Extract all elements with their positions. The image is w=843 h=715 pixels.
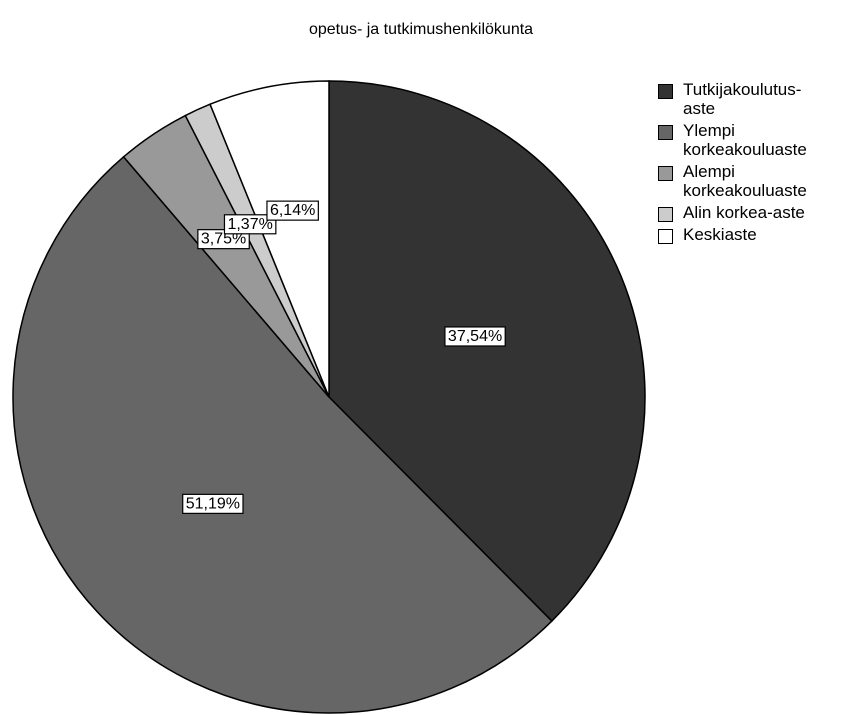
- legend-swatch: [658, 84, 673, 99]
- data-label: 51,19%: [186, 495, 240, 512]
- legend-label: Ylempi korkeakouluaste: [683, 121, 807, 159]
- legend: Tutkijakoulutus-aste Ylempi korkeakouluas…: [658, 80, 843, 247]
- data-label: 6,14%: [270, 202, 315, 219]
- legend-item: Keskiaste: [658, 225, 843, 244]
- pie-slice: [209, 80, 330, 398]
- data-label-box: [223, 214, 277, 235]
- legend-label: Alin korkea-aste: [683, 203, 805, 222]
- legend-swatch: [658, 229, 673, 244]
- legend-item: Alempi korkeakouluaste: [658, 162, 843, 200]
- pie-slice: [328, 80, 646, 623]
- legend-label: Tutkijakoulutus-aste: [683, 80, 802, 118]
- legend-item: Ylempi korkeakouluaste: [658, 121, 843, 159]
- data-label-box: [182, 493, 244, 514]
- legend-swatch: [658, 166, 673, 181]
- pie-slice: [12, 155, 553, 714]
- data-label: 1,37%: [227, 216, 272, 233]
- data-label-box: [444, 326, 506, 347]
- legend-item: Alin korkea-aste: [658, 203, 843, 222]
- chart-title: opetus- ja tutkimushenkilökunta: [309, 21, 533, 38]
- data-label-box: [266, 200, 319, 221]
- legend-swatch: [658, 207, 673, 222]
- legend-label: Alempi korkeakouluaste: [683, 162, 807, 200]
- data-label: 3,75%: [201, 231, 246, 248]
- legend-swatch: [658, 125, 673, 140]
- data-label: 37,54%: [448, 328, 502, 345]
- legend-item: Tutkijakoulutus-aste: [658, 80, 843, 118]
- legend-label: Keskiaste: [683, 225, 757, 244]
